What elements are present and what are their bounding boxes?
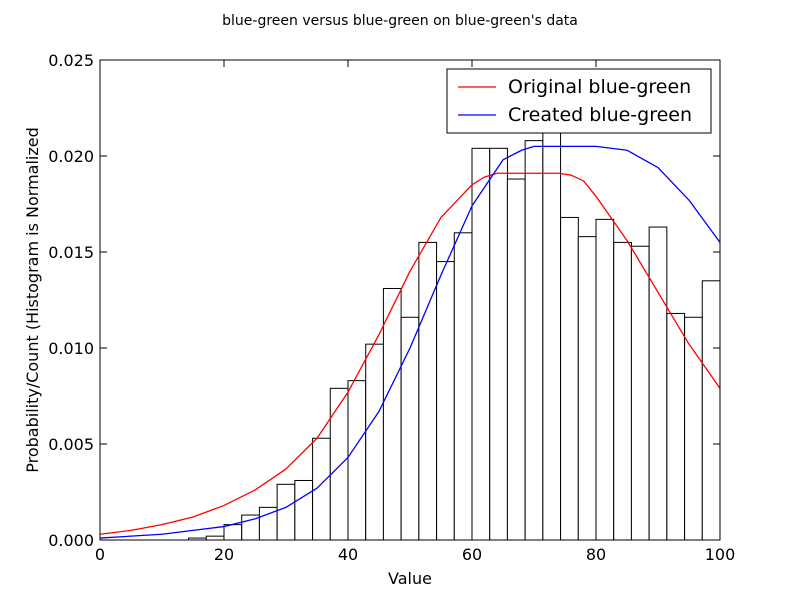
y-tick-label: 0.020 bbox=[48, 147, 94, 166]
x-axis-label: Value bbox=[388, 569, 432, 588]
legend-box bbox=[446, 68, 712, 134]
legend: Original blue-green Created blue-green bbox=[446, 68, 712, 134]
histogram-bar bbox=[276, 483, 296, 541]
series-line-original bbox=[99, 172, 721, 535]
histogram-bar bbox=[453, 232, 473, 541]
histogram-bar bbox=[489, 147, 508, 541]
y-axis-ticks: 0.000 0.005 0.010 0.015 0.020 0.025 bbox=[48, 51, 720, 550]
histogram-bars bbox=[188, 132, 721, 541]
series-lines bbox=[99, 145, 721, 539]
histogram-bar bbox=[365, 343, 384, 541]
x-tick-label: 20 bbox=[214, 545, 234, 564]
y-tick-label: 0.025 bbox=[48, 51, 94, 70]
legend-label-original: Original blue-green bbox=[508, 76, 691, 98]
histogram-bar bbox=[613, 241, 632, 541]
x-tick-label: 80 bbox=[586, 545, 606, 564]
histogram-bar bbox=[560, 216, 579, 541]
legend-label-created: Created blue-green bbox=[508, 104, 692, 126]
histogram-bar bbox=[666, 312, 686, 541]
histogram-bar bbox=[436, 261, 455, 541]
histogram-bar bbox=[524, 140, 544, 541]
histogram-bar bbox=[542, 132, 562, 541]
histogram-bar bbox=[506, 178, 526, 541]
x-tick-label: 100 bbox=[705, 545, 736, 564]
histogram-bar bbox=[630, 245, 650, 541]
plot-area: 0 20 40 60 80 100 0.0000.0050.0100.0150.0200.… bbox=[48, 51, 735, 564]
histogram-bar bbox=[595, 218, 615, 541]
histogram-bar bbox=[205, 535, 225, 541]
y-axis-label: Probability/Count (Histogram is Normaliz… bbox=[23, 127, 42, 473]
histogram-bar bbox=[471, 147, 491, 541]
y-tick-label: 0.000 bbox=[48, 531, 94, 550]
x-axis-ticks: 0 20 40 60 80 100 bbox=[95, 60, 735, 564]
histogram-bar bbox=[701, 280, 721, 541]
histogram-bar bbox=[577, 236, 597, 541]
axes-frame bbox=[99, 59, 721, 541]
x-tick-label: 40 bbox=[338, 545, 358, 564]
x-tick-label: 0 bbox=[95, 545, 105, 564]
y-tick-label: 0.015 bbox=[48, 243, 94, 262]
series-line-created bbox=[99, 145, 721, 539]
chart-title: blue-green versus blue-green on blue-gre… bbox=[222, 13, 578, 29]
histogram-bar bbox=[418, 241, 438, 541]
histogram-bar bbox=[648, 226, 668, 541]
histogram-bar bbox=[400, 316, 420, 541]
histogram-bar bbox=[223, 524, 243, 541]
histogram-bar bbox=[347, 380, 367, 541]
y-tick-label: 0.010 bbox=[48, 339, 94, 358]
histogram-bar bbox=[382, 287, 402, 541]
x-tick-label: 60 bbox=[462, 545, 482, 564]
histogram-bar bbox=[294, 479, 314, 541]
y-tick-label: 0.005 bbox=[48, 435, 94, 454]
histogram-bar bbox=[329, 387, 349, 541]
